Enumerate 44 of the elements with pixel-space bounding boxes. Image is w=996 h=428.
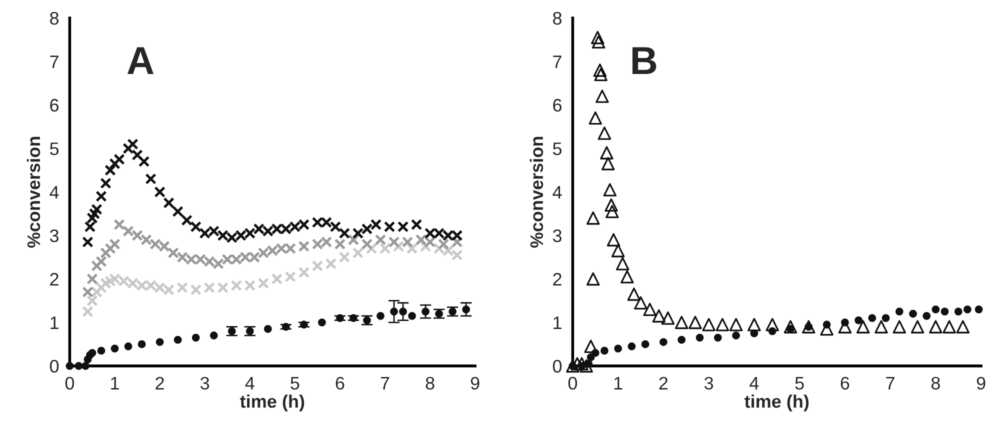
x-tick-label: 3 [704,376,714,390]
x-tick-label: 0 [65,376,74,390]
y-tick-label: 2 [553,272,562,286]
y-tick-label: 2 [50,272,58,286]
y-axis-title: %conversion [26,136,40,248]
y-tick-label: 5 [552,142,562,156]
x-tick-label: 8 [931,376,940,390]
y-tick-label: 4 [552,186,562,198]
annotation: A [127,47,154,74]
y-axis-title: %conversion [530,136,544,248]
x-tick-label: 7 [380,377,390,390]
x-tick-label: 1 [614,377,622,390]
x-tick-label: 0 [568,376,578,390]
x-tick-label: 4 [750,377,759,390]
x-tick-label: 9 [976,376,986,390]
x-tick-label: 7 [886,377,894,390]
x-tick-label: 6 [840,376,850,390]
x-tick-label: 5 [795,377,804,390]
x-axis-title: time (h) [240,394,304,412]
annotation: B [632,47,656,74]
x-tick-label: 4 [245,377,254,390]
y-tick-label: 6 [553,98,562,112]
y-tick-label: 7 [50,56,58,68]
y-tick-label: 8 [50,12,59,25]
x-tick-label: 9 [470,376,480,390]
y-tick-label: 3 [552,229,562,242]
y-tick-label: 5 [50,142,59,156]
x-tick-label: 2 [659,376,668,390]
x-tick-label: 3 [200,376,210,390]
y-tick-label: 7 [553,56,562,68]
y-tick-label: 0 [552,360,562,373]
x-tick-label: 2 [156,376,164,390]
y-tick-label: 3 [50,229,59,242]
x-tick-label: 6 [336,376,344,390]
y-tick-label: 1 [554,316,562,329]
x-tick-label: 8 [426,376,434,390]
y-tick-label: 0 [50,360,59,373]
y-tick-label: 6 [50,98,59,112]
x-axis-title: time (h) [744,394,809,412]
y-tick-label: 8 [553,12,562,25]
y-tick-label: 1 [50,316,58,329]
x-tick-label: 1 [111,377,119,390]
y-tick-label: 4 [50,186,59,198]
x-tick-label: 5 [290,377,300,390]
